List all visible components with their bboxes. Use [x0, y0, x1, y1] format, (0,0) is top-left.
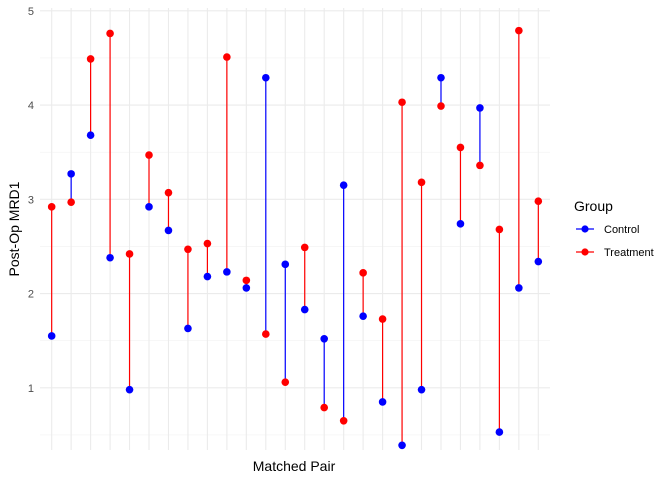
control-point	[106, 253, 114, 262]
treatment-point	[456, 143, 465, 152]
treatment-point	[47, 203, 56, 211]
treatment-point	[281, 378, 290, 386]
y-tick-label: 1	[28, 383, 34, 395]
treatment-point	[359, 269, 367, 277]
control-point	[47, 332, 56, 340]
legend: Group Control Treatment	[574, 198, 654, 259]
y-tick-label: 2	[28, 289, 34, 301]
control-point	[262, 73, 270, 82]
x-axis-title: Matched Pair	[253, 458, 336, 474]
treatment-point	[223, 53, 231, 61]
control-point	[417, 385, 426, 394]
treatment-point	[262, 330, 270, 338]
control-point	[164, 226, 173, 235]
treatment-point	[495, 225, 504, 234]
treatment-point	[164, 188, 173, 197]
legend-label-treatment: Treatment	[604, 247, 654, 259]
control-point	[145, 203, 153, 211]
treatment-point	[184, 245, 192, 254]
control-point	[125, 385, 134, 394]
treatment-point	[398, 98, 406, 107]
treatment-point	[300, 243, 309, 252]
y-axis-title: Post-Op MRD1	[6, 181, 22, 276]
control-point	[398, 441, 406, 450]
treatment-point	[378, 315, 387, 323]
treatment-point	[437, 102, 445, 110]
control-point	[495, 428, 504, 436]
control-point	[515, 284, 523, 292]
treatment-point	[515, 26, 523, 35]
treatment-point	[106, 29, 114, 38]
treatment-point	[320, 403, 328, 412]
control-point	[223, 268, 231, 276]
y-tick-labels: 1 2 3 4 5	[28, 6, 34, 395]
control-point	[86, 131, 95, 140]
control-point	[67, 170, 75, 178]
treatment-point	[242, 276, 251, 285]
y-tick-label: 5	[28, 6, 34, 18]
treatment-point	[67, 198, 75, 206]
control-point	[281, 260, 290, 269]
treatment-point	[417, 178, 426, 187]
control-point	[203, 272, 212, 281]
control-point	[476, 104, 484, 112]
legend-key-point-treatment	[581, 248, 589, 256]
legend-key-point-control	[581, 225, 589, 233]
legend-entry-control: Control	[576, 224, 639, 236]
control-point	[534, 257, 543, 266]
data-points	[47, 26, 543, 450]
treatment-point	[534, 197, 543, 205]
legend-entry-treatment: Treatment	[576, 247, 654, 259]
treatment-point	[476, 161, 484, 170]
pair-segments	[51, 30, 539, 446]
control-point	[359, 312, 367, 320]
control-point	[242, 284, 251, 292]
control-point	[339, 181, 348, 189]
legend-title: Group	[574, 198, 613, 214]
control-point	[378, 398, 387, 406]
treatment-point	[125, 250, 134, 258]
control-point	[300, 305, 309, 314]
legend-label-control: Control	[604, 224, 639, 236]
treatment-point	[145, 151, 153, 159]
control-point	[437, 73, 445, 82]
grid	[40, 8, 550, 450]
treatment-point	[203, 239, 212, 248]
control-point	[184, 324, 192, 333]
control-point	[456, 220, 465, 228]
control-point	[320, 334, 328, 343]
y-tick-label: 4	[28, 100, 34, 112]
y-tick-label: 3	[28, 194, 34, 206]
treatment-point	[339, 416, 348, 425]
treatment-point	[86, 55, 95, 63]
